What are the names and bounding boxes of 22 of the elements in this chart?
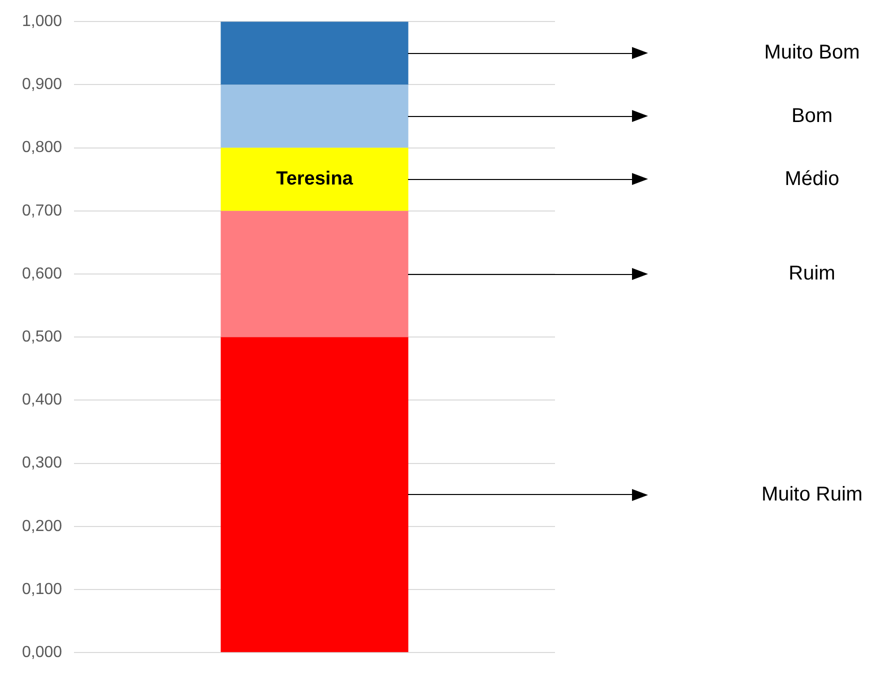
text: Bom [791,104,833,127]
y-tick-label: 0,800 [22,139,62,156]
y-tick-label: 0,600 [22,265,62,282]
y-tick-label: 0,900 [22,76,62,94]
y-tick-label: 0,000 [22,644,62,662]
y-tick-label: 0,500 [22,328,62,346]
text: Muito Ruim [761,483,863,506]
bar [220,22,408,85]
y-tick-label: 1,000 [22,13,62,30]
y-tick-label: 0,300 [22,454,62,472]
y-tick-label: 0,700 [22,202,62,220]
annotation: Teresina [276,168,354,190]
bar [220,337,408,652]
bar [220,148,408,211]
bar [220,210,408,338]
y-tick-label: 0,100 [22,580,62,598]
text: Médio [784,168,840,190]
bar [220,84,408,148]
text: Muito Bom [764,42,860,64]
y-tick-label: 0,400 [22,392,62,409]
y-tick-label: 0,200 [22,518,62,535]
text: Ruim [788,262,836,285]
